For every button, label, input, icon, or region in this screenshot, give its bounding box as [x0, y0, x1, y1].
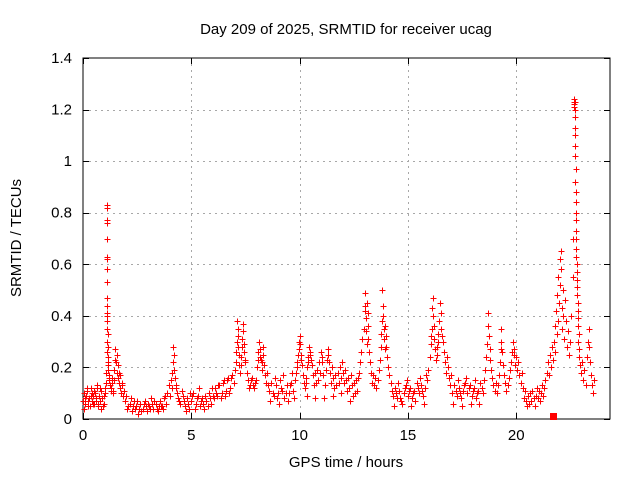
- gridlines: [83, 58, 610, 419]
- x-axis-label: GPS time / hours: [289, 454, 403, 471]
- y-tick-labels: 0 0.2 0.4 0.6 0.8 1 1.2 1.4: [51, 50, 72, 428]
- y-tick-label: 0.4: [51, 308, 72, 325]
- y-tick-label: 1.4: [51, 50, 72, 67]
- y-tick-label: 0: [64, 411, 72, 428]
- y-tick-label: 1: [64, 153, 72, 170]
- x-tick-label: 20: [508, 427, 525, 444]
- axis-ticks: [83, 58, 610, 420]
- y-tick-label: 1.2: [51, 102, 72, 119]
- x-tick-label: 10: [291, 427, 308, 444]
- x-tick-labels: 0 5 10 15 20: [79, 427, 525, 444]
- flagged-square-point: [550, 412, 558, 420]
- filled-square-marker: [550, 412, 558, 420]
- x-tick-label: 15: [400, 427, 417, 444]
- scatter-points-plus-markers: [80, 96, 598, 418]
- chart-title: Day 209 of 2025, SRMTID for receiver uca…: [200, 21, 492, 38]
- y-axis-label: SRMTID / TECUs: [8, 179, 25, 297]
- y-tick-label: 0.8: [51, 205, 72, 222]
- plot-frame: [82, 57, 611, 420]
- x-tick-label: 0: [79, 427, 87, 444]
- y-tick-label: 0.2: [51, 359, 72, 376]
- y-tick-label: 0.6: [51, 256, 72, 273]
- x-tick-label: 5: [187, 427, 195, 444]
